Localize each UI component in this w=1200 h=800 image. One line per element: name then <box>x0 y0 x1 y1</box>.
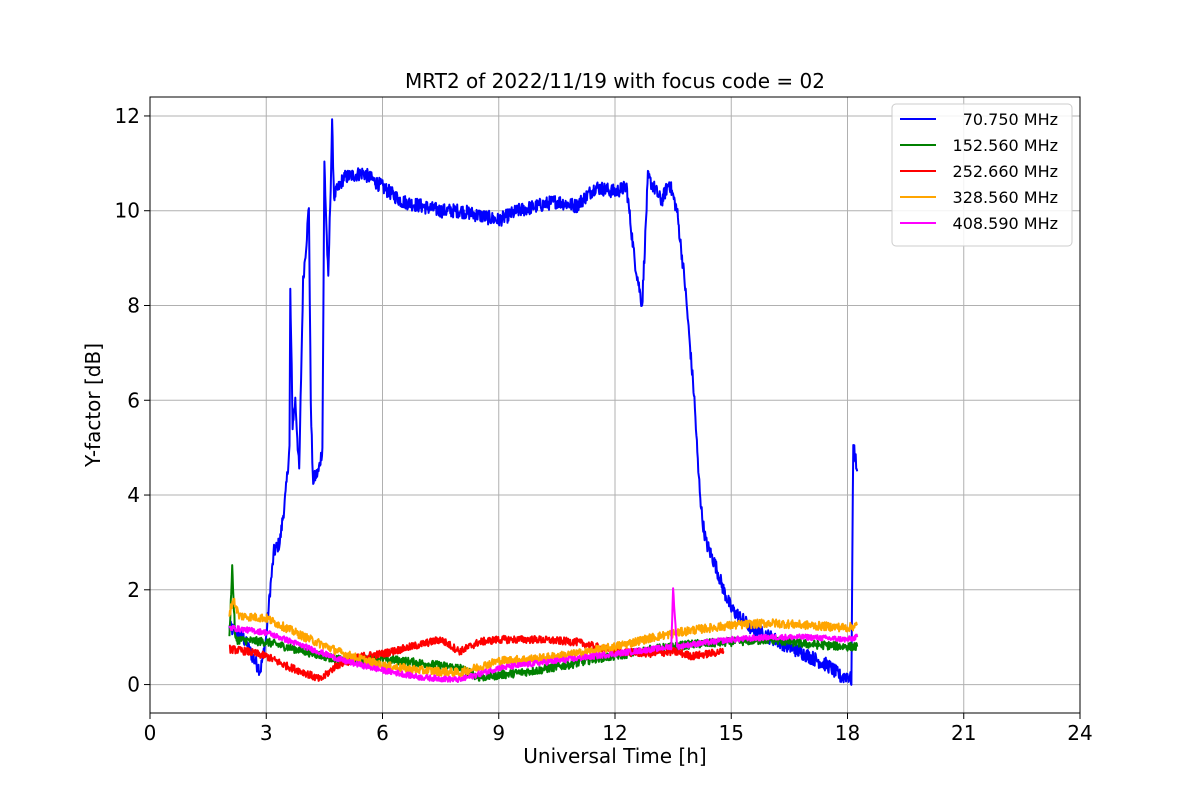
y-tick-label: 8 <box>127 293 140 317</box>
x-tick-label: 0 <box>144 721 157 745</box>
y-tick-label: 12 <box>115 104 140 128</box>
series-line <box>228 587 859 683</box>
x-tick-label: 15 <box>719 721 744 745</box>
chart-title: MRT2 of 2022/11/19 with focus code = 02 <box>405 69 825 93</box>
legend-label: 152.560 MHz <box>953 136 1058 155</box>
x-axis-label: Universal Time [h] <box>523 744 706 768</box>
x-tick-label: 12 <box>602 721 627 745</box>
legend-label: 328.560 MHz <box>953 188 1058 207</box>
series-layer <box>228 118 859 686</box>
x-tick-label: 24 <box>1067 721 1092 745</box>
legend: 70.750 MHz 152.560 MHz 252.660 MHz 328.560 … <box>891 103 1073 247</box>
x-tick-label: 6 <box>376 721 389 745</box>
x-tick-label: 3 <box>260 721 273 745</box>
legend-label: 408.590 MHz <box>953 214 1058 233</box>
y-tick-label: 6 <box>127 388 140 412</box>
y-axis-label: Y-factor [dB] <box>81 343 105 468</box>
legend-box <box>891 103 1073 247</box>
legend-label: 70.750 MHz <box>963 110 1058 129</box>
y-tick-label: 0 <box>127 673 140 697</box>
y-tick-label: 10 <box>115 199 140 223</box>
y-tick-label: 4 <box>127 483 140 507</box>
x-tick-label: 9 <box>492 721 505 745</box>
x-tick-label: 18 <box>835 721 860 745</box>
x-tick-label: 21 <box>951 721 976 745</box>
y-tick-label: 2 <box>127 578 140 602</box>
legend-label: 252.660 MHz <box>953 162 1058 181</box>
series-line <box>228 634 725 682</box>
series-line <box>228 597 858 678</box>
